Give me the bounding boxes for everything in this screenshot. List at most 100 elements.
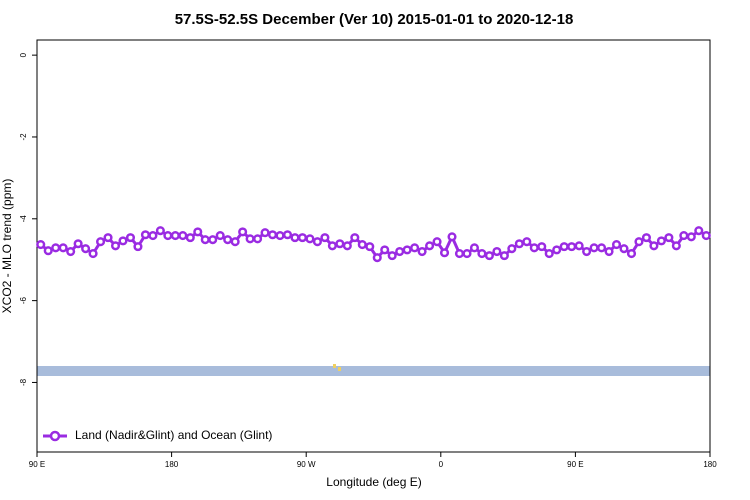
point: [58, 243, 68, 253]
point: [96, 237, 106, 247]
point: [507, 244, 517, 254]
point: [499, 251, 509, 261]
point: [372, 253, 382, 263]
point: [185, 233, 195, 243]
point: [155, 226, 165, 236]
point: [125, 233, 136, 243]
point: [477, 249, 487, 259]
point: [634, 237, 644, 247]
point: [81, 244, 91, 254]
point: [552, 245, 562, 255]
point: [701, 231, 711, 241]
point: [305, 234, 315, 244]
y-tick-label: -2: [19, 133, 28, 141]
x-tick-label: 0: [439, 460, 444, 469]
point: [43, 246, 53, 256]
point: [312, 237, 322, 247]
chart-title: 57.5S-52.5S December (Ver 10) 2015-01-01…: [175, 11, 574, 28]
point: [365, 242, 375, 252]
point: [342, 241, 352, 251]
point: [327, 241, 337, 251]
point: [514, 239, 524, 249]
point: [641, 233, 651, 243]
point: [537, 242, 547, 252]
point: [484, 251, 494, 261]
point: [178, 231, 188, 241]
point: [140, 230, 150, 240]
point: [103, 233, 113, 243]
point: [350, 233, 360, 243]
x-tick-label: 180: [165, 460, 179, 469]
point: [215, 231, 225, 241]
y-tick-label: -6: [19, 297, 28, 305]
point: [656, 236, 666, 246]
point: [619, 244, 629, 254]
land-speck: [338, 367, 341, 371]
point: [297, 233, 308, 243]
point: [335, 239, 345, 249]
point: [469, 243, 480, 253]
legend-marker: [49, 430, 61, 442]
point: [66, 246, 76, 257]
point: [395, 246, 405, 257]
point: [357, 240, 367, 250]
y-tick-label: 0: [19, 52, 28, 57]
point: [664, 233, 674, 243]
point: [529, 243, 539, 253]
point: [410, 243, 420, 253]
point: [387, 251, 397, 261]
point: [522, 237, 532, 247]
point: [163, 231, 173, 241]
point: [679, 231, 689, 241]
point: [36, 240, 46, 250]
point: [582, 246, 592, 257]
point: [380, 245, 390, 255]
point: [320, 233, 330, 243]
land-band: [37, 366, 710, 376]
point: [208, 235, 218, 245]
x-tick-label: 90 W: [297, 460, 316, 469]
point: [230, 237, 240, 247]
x-axis-label: Longitude (deg E): [326, 475, 421, 489]
point: [193, 227, 203, 237]
point: [73, 239, 83, 249]
point: [402, 245, 412, 255]
point: [492, 246, 502, 257]
point: [268, 230, 278, 240]
point: [253, 234, 263, 244]
point: [544, 249, 554, 259]
point: [223, 235, 233, 245]
point: [110, 241, 121, 251]
point: [589, 243, 599, 253]
point: [275, 231, 285, 241]
legend-label: Land (Nadir&Glint) and Ocean (Glint): [75, 428, 272, 442]
point: [574, 241, 584, 251]
point: [170, 231, 180, 241]
point: [439, 248, 450, 258]
point: [118, 236, 128, 246]
point: [454, 249, 465, 259]
point: [432, 237, 442, 247]
y-tick-label: -4: [19, 215, 28, 223]
point: [245, 234, 255, 244]
point: [133, 242, 143, 252]
y-axis-label: XCO2 - MLO trend (ppm): [0, 179, 14, 314]
point: [597, 243, 607, 253]
point: [51, 243, 61, 253]
point: [238, 227, 248, 237]
point: [200, 235, 210, 245]
point: [567, 242, 577, 252]
point: [694, 226, 704, 236]
point: [290, 233, 300, 243]
point: [649, 241, 659, 251]
point: [425, 241, 435, 251]
point: [282, 230, 293, 240]
point: [626, 249, 637, 259]
point: [604, 246, 614, 257]
point: [611, 240, 622, 250]
x-tick-label: 90 E: [567, 460, 583, 469]
point: [559, 242, 569, 252]
x-tick-label: 90 E: [29, 460, 45, 469]
point: [447, 232, 457, 242]
